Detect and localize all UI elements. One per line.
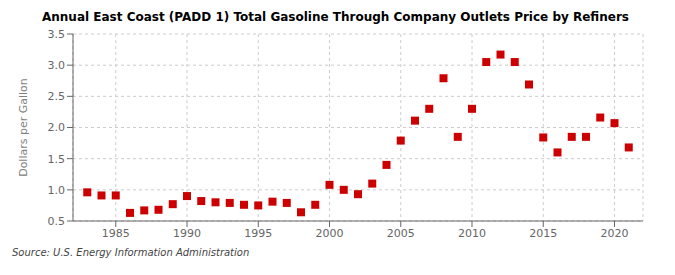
svg-text:2010: 2010 (458, 227, 486, 240)
svg-text:2.0: 2.0 (48, 121, 66, 134)
svg-text:3.0: 3.0 (48, 59, 66, 72)
svg-text:1995: 1995 (244, 227, 272, 240)
svg-text:3.5: 3.5 (48, 28, 66, 41)
html-text:Source: U.S. Energy Informatio: Source: U.S. Energy Information Administ… (12, 247, 250, 258)
svg-text:1.0: 1.0 (48, 184, 66, 197)
svg-text:2000: 2000 (316, 227, 344, 240)
svg-text:1.5: 1.5 (48, 153, 66, 166)
svg-text:Dollars per Gallon: Dollars per Gallon (17, 78, 30, 177)
html-text:Annual East Coast (PADD 1) Tot: Annual East Coast (PADD 1) Total Gasolin… (42, 10, 629, 24)
svg-text:2005: 2005 (387, 227, 415, 240)
svg-text:1990: 1990 (173, 227, 201, 240)
svg-text:2020: 2020 (601, 227, 629, 240)
svg-text:0.5: 0.5 (48, 215, 66, 228)
svg-text:2.5: 2.5 (48, 90, 66, 103)
svg-text:1985: 1985 (102, 227, 130, 240)
svg-text:2015: 2015 (529, 227, 557, 240)
